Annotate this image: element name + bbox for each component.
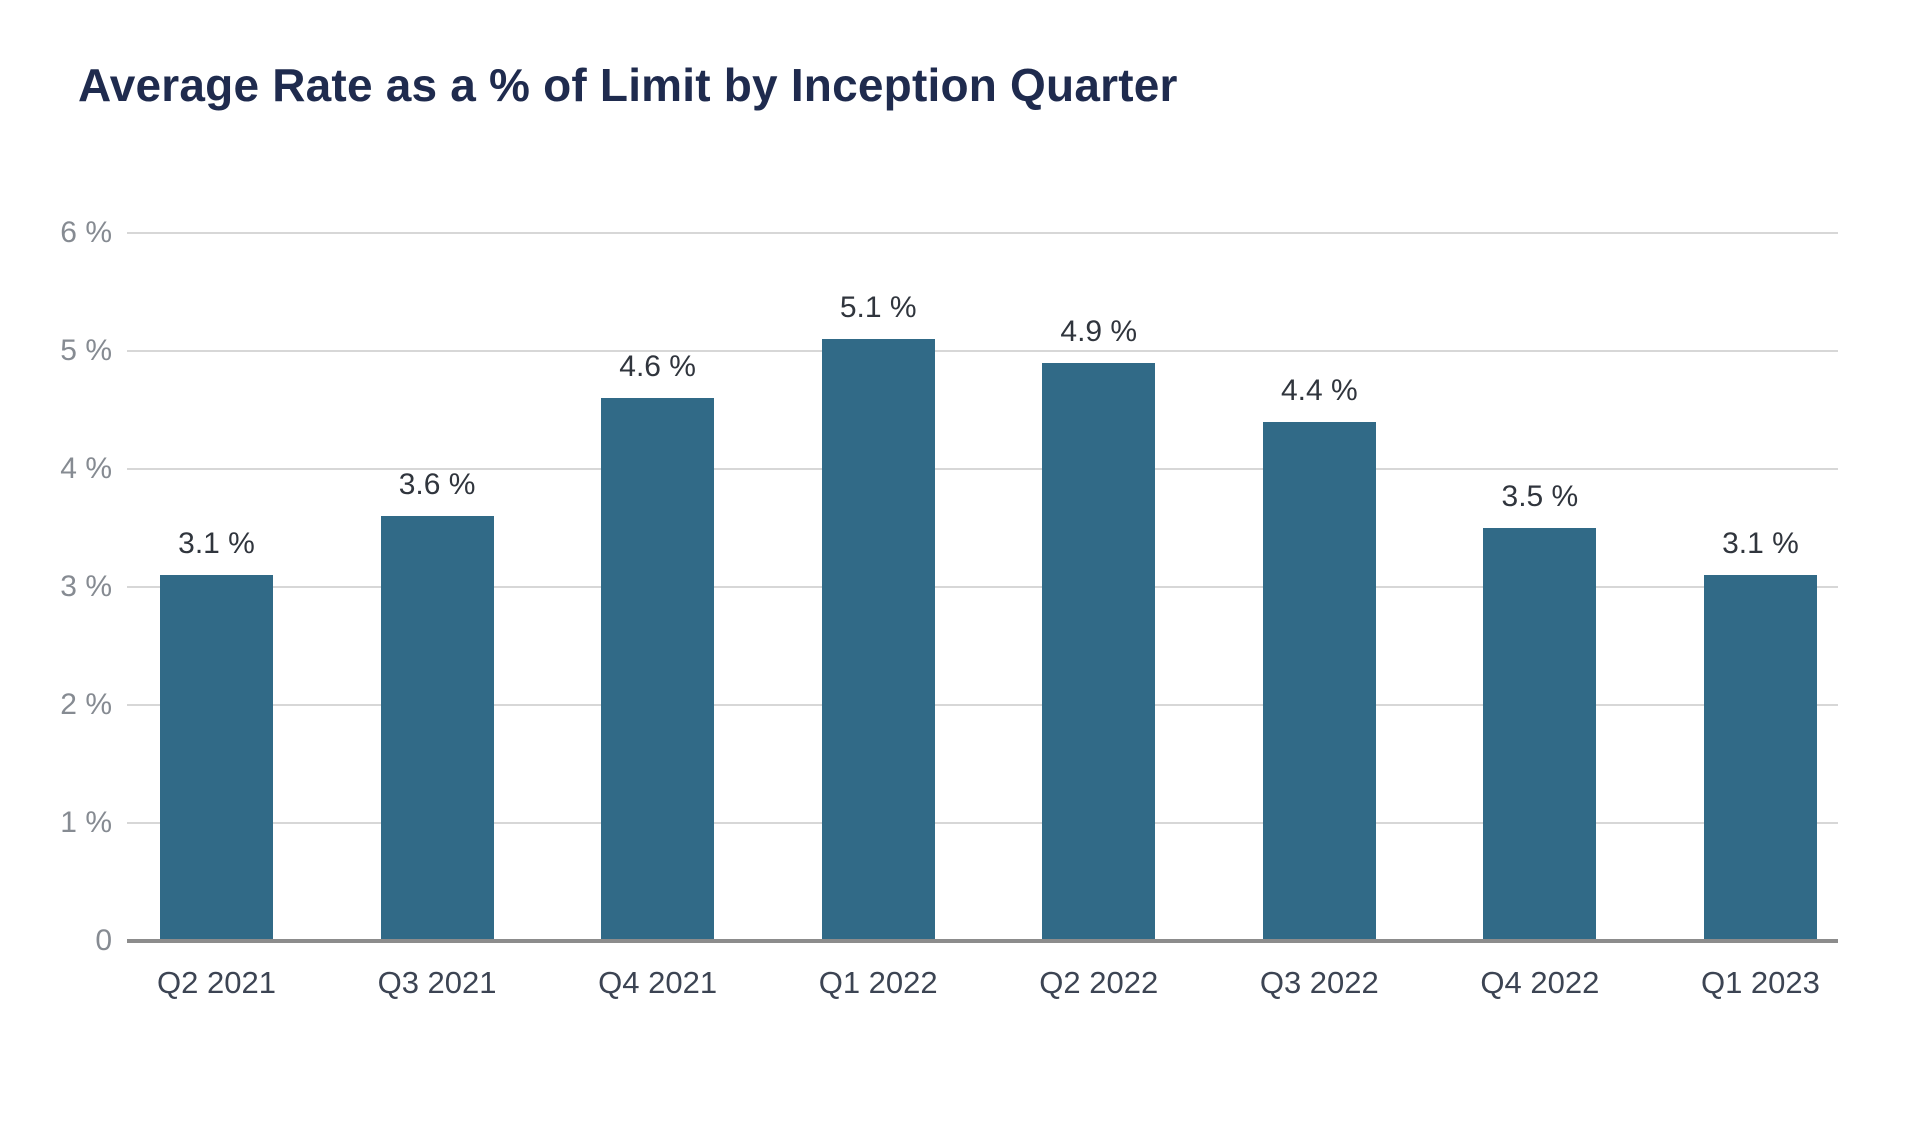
x-axis-baseline <box>127 939 1838 943</box>
bar <box>380 516 494 941</box>
x-tick-label: Q3 2021 <box>377 965 497 1000</box>
bar-value-label: 4.4 % <box>1280 373 1358 407</box>
gridline <box>127 586 1838 588</box>
x-tick-label: Q2 2022 <box>1039 965 1159 1000</box>
gridline <box>127 468 1838 470</box>
y-tick-label: 2 % <box>60 688 112 721</box>
x-tick-label: Q4 2022 <box>1480 965 1600 1000</box>
bar-column: 3.5 % Q4 2022 <box>1480 233 1599 1000</box>
bar-value-label: 3.1 % <box>1722 527 1799 561</box>
x-tick-label: Q2 2021 <box>157 965 276 1000</box>
x-tick-label: Q4 2021 <box>598 965 718 1000</box>
bar-column: 4.9 % Q2 2022 <box>1039 233 1158 1000</box>
y-tick-label: 5 % <box>60 334 112 367</box>
y-tick-label: 0 <box>95 924 112 957</box>
plot-area <box>127 232 1838 943</box>
bar-series: 3.1 % Q2 2021 3.6 % Q3 2021 4.6 % Q4 2021 5.1 … <box>157 233 1820 1000</box>
bar <box>160 575 273 941</box>
x-tick-label: Q1 2022 <box>818 965 938 1000</box>
bar <box>1262 421 1376 941</box>
bar-column: 3.1 % Q2 2021 <box>157 233 276 1000</box>
y-tick-label: 6 % <box>60 216 112 249</box>
bar <box>1042 362 1156 941</box>
bar-column: 5.1 % Q1 2022 <box>819 233 938 1000</box>
y-tick-label: 3 % <box>60 570 112 603</box>
bar-value-label: 3.6 % <box>398 468 476 502</box>
bar-value-label: 3.5 % <box>1501 480 1579 513</box>
gridline <box>127 822 1838 824</box>
x-tick-label: Q1 2023 <box>1700 965 1820 1000</box>
chart-title: Average Rate as a % of Limit by Inceptio… <box>78 59 1178 111</box>
bar <box>601 398 715 941</box>
y-tick-label: 1 % <box>60 806 112 839</box>
gridline <box>127 232 1838 234</box>
bar-value-label: 4.9 % <box>1060 314 1138 348</box>
gridline <box>127 704 1838 706</box>
gridline <box>127 350 1838 352</box>
bar <box>1483 528 1597 941</box>
bar <box>1703 575 1817 941</box>
bar-column: 3.1 % Q1 2023 <box>1701 233 1820 1000</box>
bar-value-label: 4.6 % <box>619 350 696 384</box>
bar-value-label: 5.1 % <box>839 291 917 325</box>
bar <box>821 339 935 941</box>
bar-value-label: 3.1 % <box>178 527 255 561</box>
bar-column: 4.4 % Q3 2022 <box>1260 233 1379 1000</box>
bar-column: 3.6 % Q3 2021 <box>378 233 497 1000</box>
y-axis-tick-labels: 6 % 5 % 4 % 3 % 2 % 1 % 0 <box>0 216 112 957</box>
y-tick-label: 4 % <box>60 452 112 485</box>
bar-column: 4.6 % Q4 2021 <box>598 233 717 1000</box>
x-tick-label: Q3 2022 <box>1259 965 1379 1000</box>
